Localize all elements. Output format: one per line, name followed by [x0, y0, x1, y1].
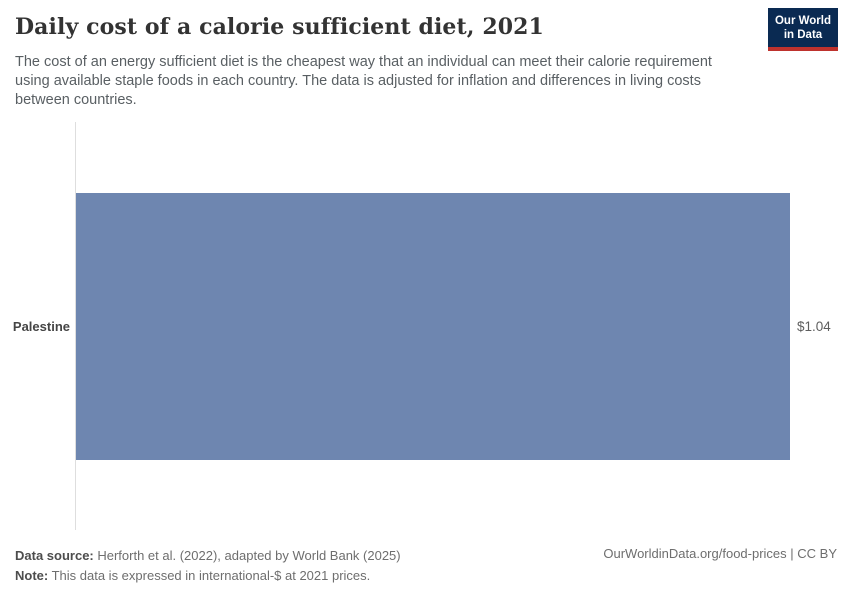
- page-title: Daily cost of a calorie sufficient diet,…: [15, 14, 544, 40]
- owid-footer-link[interactable]: OurWorldinData.org/food-prices | CC BY: [603, 546, 837, 561]
- data-source-label: Data source:: [15, 548, 94, 563]
- data-source-text: Herforth et al. (2022), adapted by World…: [93, 548, 401, 563]
- note-label: Note:: [15, 568, 49, 583]
- data-source-line: Data source: Herforth et al. (2022), ada…: [15, 546, 401, 566]
- footer-source-note: Data source: Herforth et al. (2022), ada…: [15, 546, 401, 586]
- y-axis-line: [75, 122, 76, 530]
- owid-logo[interactable]: Our World in Data: [768, 8, 838, 51]
- chart-footer: Data source: Herforth et al. (2022), ada…: [15, 546, 837, 586]
- note-text: This data is expressed in international-…: [48, 568, 371, 583]
- chart-subtitle: The cost of an energy sufficient diet is…: [15, 54, 712, 108]
- note-line: Note: This data is expressed in internat…: [15, 566, 401, 586]
- owid-logo-line1: Our World: [774, 14, 831, 27]
- chart-plot-area: Palestine $1.04: [0, 120, 850, 535]
- bar-value-label: $1.04: [797, 319, 831, 334]
- owid-logo-line2: in Data: [783, 28, 823, 41]
- entity-label-palestine: Palestine: [12, 319, 70, 334]
- bar-row: $1.04: [76, 193, 844, 460]
- bar-palestine[interactable]: [76, 193, 790, 460]
